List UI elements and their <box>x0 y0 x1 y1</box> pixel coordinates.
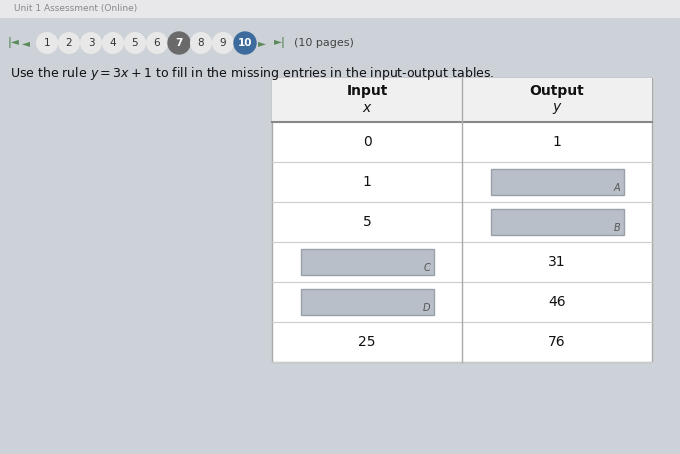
Circle shape <box>36 32 58 54</box>
Circle shape <box>168 32 190 54</box>
Text: ◄: ◄ <box>22 38 30 48</box>
Circle shape <box>190 32 212 54</box>
Bar <box>272 78 652 122</box>
Text: 5: 5 <box>132 38 138 48</box>
Text: Output: Output <box>530 84 584 98</box>
Text: $x$: $x$ <box>362 101 373 115</box>
Bar <box>272 78 652 362</box>
Text: |◄: |◄ <box>8 38 20 49</box>
Circle shape <box>102 32 124 54</box>
Text: B: B <box>614 223 620 233</box>
Text: $y$: $y$ <box>551 100 562 115</box>
Text: C: C <box>424 263 430 273</box>
Circle shape <box>124 32 146 54</box>
Circle shape <box>80 32 102 54</box>
Text: (10 pages): (10 pages) <box>294 38 354 48</box>
Circle shape <box>58 32 80 54</box>
Text: 10: 10 <box>238 38 252 48</box>
Circle shape <box>234 32 256 54</box>
Text: 1: 1 <box>553 135 562 149</box>
Text: 5: 5 <box>362 215 371 229</box>
Text: 6: 6 <box>154 38 160 48</box>
Text: Use the rule $y = 3x + 1$ to fill in the missing entries in the input-output tab: Use the rule $y = 3x + 1$ to fill in the… <box>10 64 494 82</box>
Text: A: A <box>614 183 620 193</box>
Text: Input: Input <box>346 84 388 98</box>
Text: 3: 3 <box>88 38 95 48</box>
Text: Unit 1 Assessment (Online): Unit 1 Assessment (Online) <box>14 5 137 14</box>
Text: 9: 9 <box>220 38 226 48</box>
Text: 1: 1 <box>44 38 50 48</box>
Bar <box>0 0 680 18</box>
Text: 25: 25 <box>358 335 376 349</box>
Text: D: D <box>423 303 430 313</box>
Text: 8: 8 <box>198 38 204 48</box>
Bar <box>490 169 624 195</box>
Text: 1: 1 <box>362 175 371 189</box>
Text: ►|: ►| <box>274 38 286 49</box>
Circle shape <box>146 32 168 54</box>
Text: 31: 31 <box>548 255 566 269</box>
Bar <box>490 209 624 235</box>
Circle shape <box>212 32 234 54</box>
Bar <box>301 249 434 275</box>
Text: 4: 4 <box>109 38 116 48</box>
Bar <box>301 289 434 315</box>
Text: ►: ► <box>258 38 266 48</box>
Text: 0: 0 <box>362 135 371 149</box>
Text: 7: 7 <box>175 38 183 48</box>
Text: 76: 76 <box>548 335 566 349</box>
Text: 2: 2 <box>66 38 72 48</box>
Text: 46: 46 <box>548 295 566 309</box>
